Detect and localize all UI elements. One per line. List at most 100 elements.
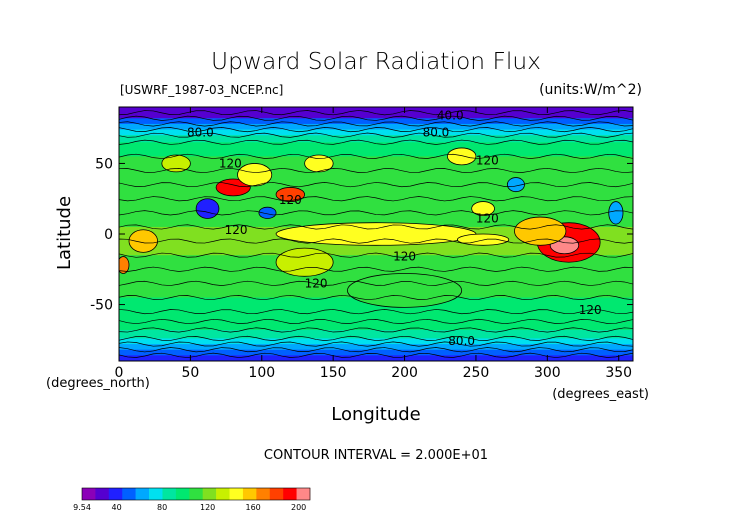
contour-line: [119, 167, 633, 174]
band: [119, 349, 633, 356]
colorbar-tick-label: 9.54: [73, 503, 91, 512]
colorbar-swatch: [202, 488, 217, 500]
contour-label: 120: [279, 193, 302, 207]
band: [119, 338, 633, 345]
contour-label: 120: [225, 223, 248, 237]
field: [119, 107, 633, 361]
colorbar-swatch: [149, 488, 163, 500]
contour-region: [275, 187, 306, 202]
band: [119, 142, 633, 157]
colorbar-tick-label: 80: [157, 503, 167, 512]
band: [119, 355, 633, 361]
contour-region: [275, 247, 334, 277]
band: [119, 129, 633, 136]
colorbar-swatch: [242, 488, 257, 500]
contour-line: [119, 224, 633, 230]
band: [119, 241, 633, 256]
contour-line: [119, 327, 633, 333]
contour-region: [275, 222, 477, 246]
contour-label: 80.0: [448, 334, 475, 348]
x-axis: 0 50 100 150 200 250 300 350: [115, 107, 632, 381]
contour-label: 40.0: [437, 108, 464, 122]
contour-region: [237, 163, 273, 187]
contour-line: [119, 309, 633, 315]
contour-region: [456, 233, 510, 246]
colorbar-swatch: [122, 488, 136, 500]
contour-region: [128, 229, 158, 253]
colorbar: 9.54 40 80 120 160 200: [73, 487, 311, 512]
contour-region: [514, 216, 567, 246]
contour-line: [119, 182, 633, 188]
contour-region: [119, 256, 130, 274]
contour-label: 120: [305, 276, 328, 290]
contour-region: [608, 201, 624, 225]
y-tick-label: -50: [90, 298, 113, 314]
colorbar-swatch: [135, 488, 150, 500]
contour-line: [119, 347, 633, 353]
contour-label: 120: [579, 303, 602, 317]
contour-line: [119, 196, 633, 202]
contour-label: 120: [393, 250, 416, 264]
contour-region: [195, 198, 220, 219]
contour-line: [119, 318, 633, 325]
contour-line: [119, 352, 633, 358]
colorbar-tick-label: 200: [291, 503, 306, 512]
units-label: (units:W/m^2): [539, 82, 642, 98]
y-axis-label: Latitude: [54, 196, 75, 270]
band: [119, 135, 633, 143]
x-tick-label: 150: [320, 365, 347, 381]
contour-region: [304, 154, 334, 173]
contour-line: [119, 121, 633, 127]
plot-area: [119, 107, 633, 361]
colorbar-tick-label: 40: [112, 503, 122, 512]
contour-line: [119, 127, 633, 133]
y-units-label: (degrees_north): [46, 376, 150, 391]
x-axis-label: Longitude: [331, 404, 421, 425]
contour-line: [119, 335, 633, 341]
contour-interval: CONTOUR INTERVAL = 2.000E+01: [264, 448, 488, 463]
contour-label: 120: [476, 154, 499, 168]
colorbar-swatch: [283, 488, 297, 500]
colorbar-swatch: [175, 488, 190, 500]
colorbar-swatch: [108, 488, 123, 500]
contour-line: [119, 110, 633, 116]
band: [119, 112, 633, 119]
contour-line: [119, 294, 633, 301]
band: [119, 255, 633, 270]
y-tick-label: 50: [95, 156, 113, 172]
colorbar-tick-label: 160: [245, 503, 260, 512]
band: [119, 170, 633, 186]
contour-line: [119, 252, 633, 258]
x-tick-label: 300: [534, 365, 561, 381]
contour-line: [119, 210, 633, 216]
y-axis: -50 0 50: [90, 156, 633, 314]
contour-line: [119, 341, 633, 347]
colorbar-swatch: [95, 488, 110, 500]
contour-region: [347, 273, 463, 308]
band: [119, 212, 633, 228]
band: [119, 118, 633, 125]
y-tick-label: 0: [104, 227, 113, 243]
colorbar-tick-label: 120: [200, 503, 215, 512]
contour-region: [446, 147, 477, 166]
contour-region: [258, 206, 277, 219]
colorbar-swatch: [269, 488, 284, 500]
colorbar-swatch: [296, 488, 311, 500]
contour-line: [119, 280, 633, 286]
band: [119, 198, 633, 214]
colorbar-swatch: [189, 488, 204, 500]
colorbar-swatch: [229, 488, 244, 500]
contour-label: 120: [219, 156, 242, 170]
contour-line: [119, 132, 633, 138]
band: [119, 329, 633, 339]
x-tick-label: 200: [391, 365, 418, 381]
contour-line: [119, 153, 633, 159]
colorbar-frame: [81, 487, 311, 501]
contour-region: [161, 154, 191, 173]
contour-line: [119, 115, 633, 121]
x-tick-label: 50: [181, 365, 199, 381]
colorbar-swatch: [216, 488, 230, 500]
band: [119, 311, 633, 322]
band: [119, 123, 633, 131]
x-tick-label: 0: [115, 365, 124, 381]
